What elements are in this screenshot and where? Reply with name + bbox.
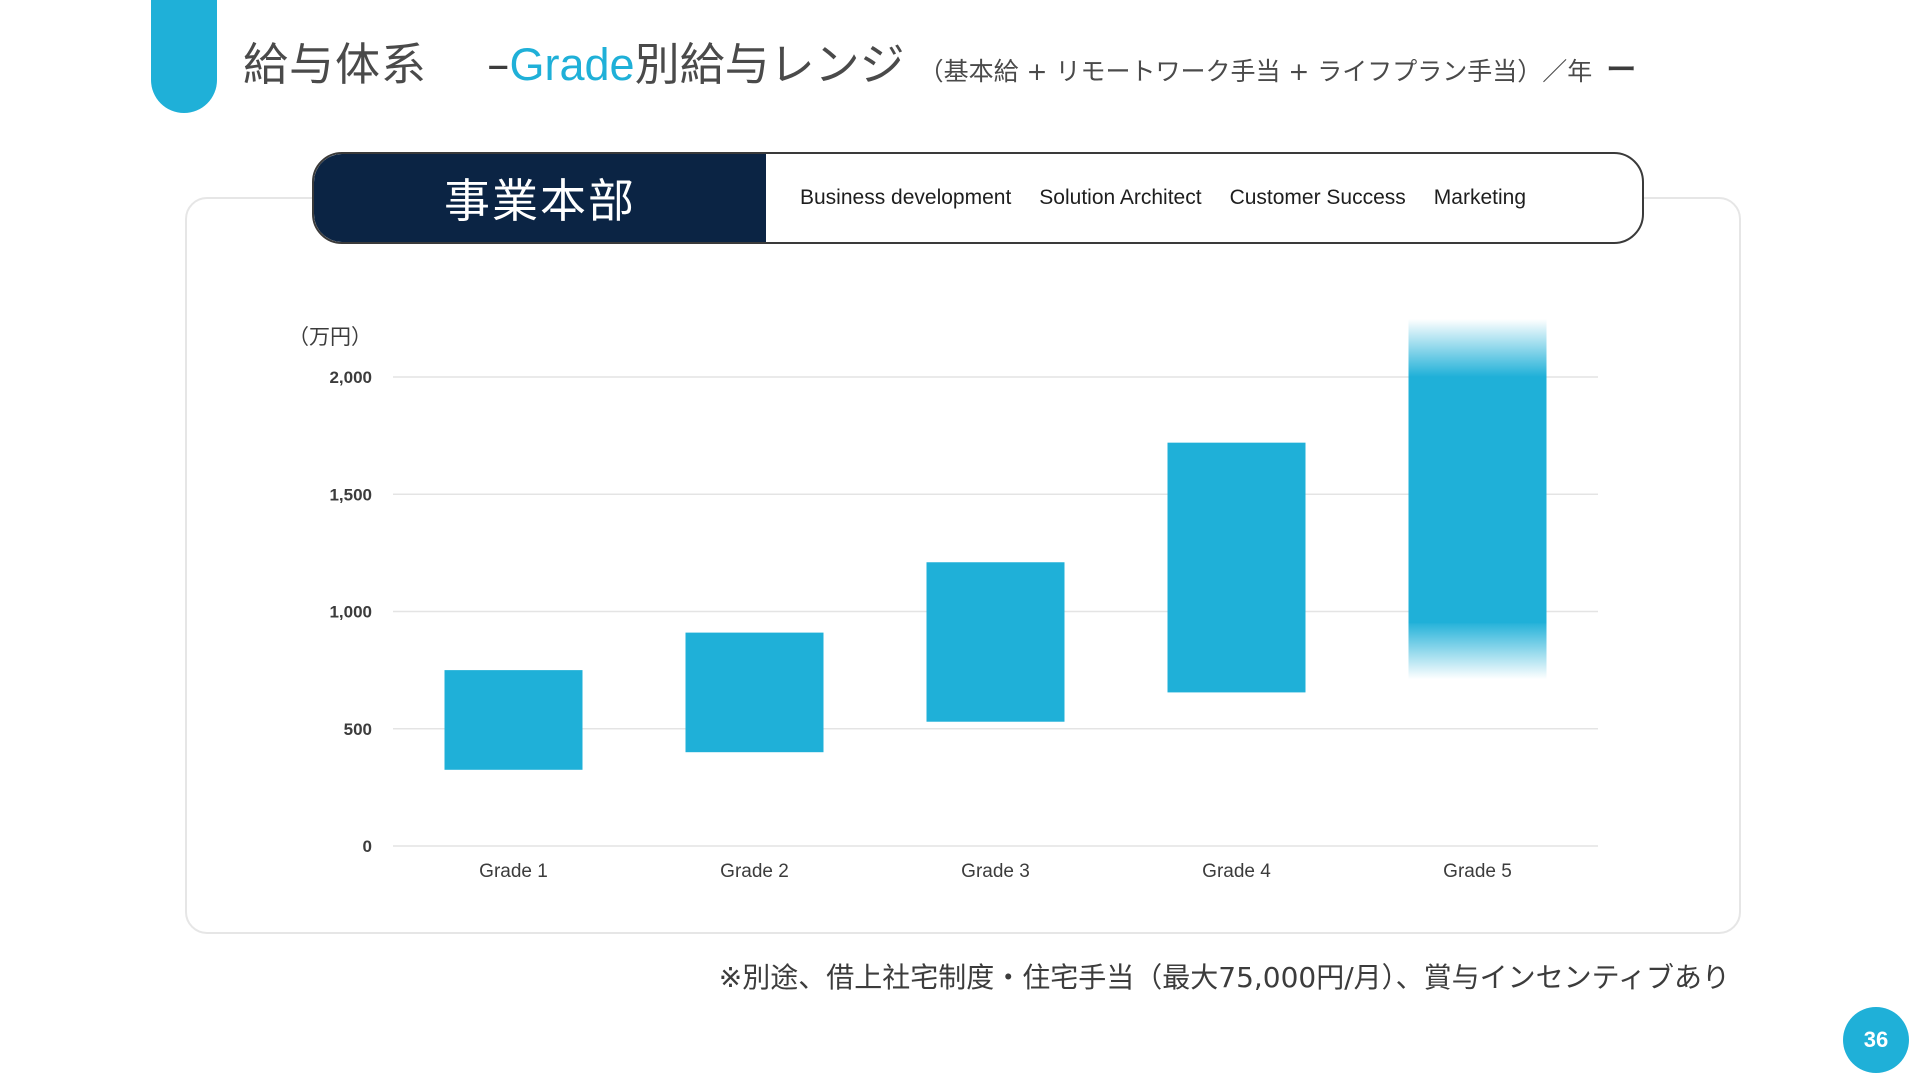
range-bar [1408, 377, 1547, 624]
x-tick-label: Grade 3 [961, 861, 1030, 882]
role-solution-architect: Solution Architect [1039, 186, 1202, 209]
x-tick-label: Grade 5 [1443, 861, 1512, 882]
x-tick-label: Grade 4 [1202, 861, 1271, 882]
y-tick-label: 2,000 [329, 368, 372, 387]
range-bar [685, 632, 824, 753]
title-subtitle: （基本給 + リモートワーク手当 + ライフプラン手当）／年 [918, 57, 1593, 86]
y-tick-label: 500 [344, 720, 372, 739]
title-main: 給与体系 [243, 38, 428, 91]
department-roles: Business development Solution Architect … [766, 154, 1526, 242]
range-bar [1167, 442, 1306, 693]
y-axis-unit: （万円） [288, 325, 372, 349]
department-name: 事業本部 [314, 154, 766, 242]
page-title: 給与体系 – Grade 別給与レンジ （基本給 + リモートワーク手当 + ラ… [243, 28, 1636, 92]
footnote: ※別途、借上社宅制度・住宅手当（最大75,000円/月）、賞与インセンティブあり [718, 961, 1730, 994]
title-rest: 別給与レンジ [634, 38, 905, 91]
role-customer-success: Customer Success [1229, 186, 1406, 209]
y-tick-label: 1,500 [329, 485, 372, 504]
x-tick-label: Grade 2 [720, 861, 789, 882]
range-bar-fade-top [1408, 319, 1547, 377]
title-end-dash: ー [1606, 53, 1637, 88]
y-tick-label: 1,000 [329, 603, 372, 622]
department-banner: 事業本部 Business development Solution Archi… [312, 152, 1644, 244]
accent-tab [151, 0, 217, 113]
title-dash: – [487, 38, 510, 91]
y-tick-label: 0 [363, 837, 372, 856]
x-tick-label: Grade 1 [479, 861, 548, 882]
role-marketing: Marketing [1433, 186, 1526, 209]
range-bar [926, 562, 1065, 722]
range-bar-fade-bottom [1408, 621, 1547, 680]
range-bar [444, 670, 583, 770]
role-business-development: Business development [800, 186, 1012, 209]
page-number: 36 [1843, 1007, 1909, 1073]
title-grade: Grade [509, 39, 635, 90]
